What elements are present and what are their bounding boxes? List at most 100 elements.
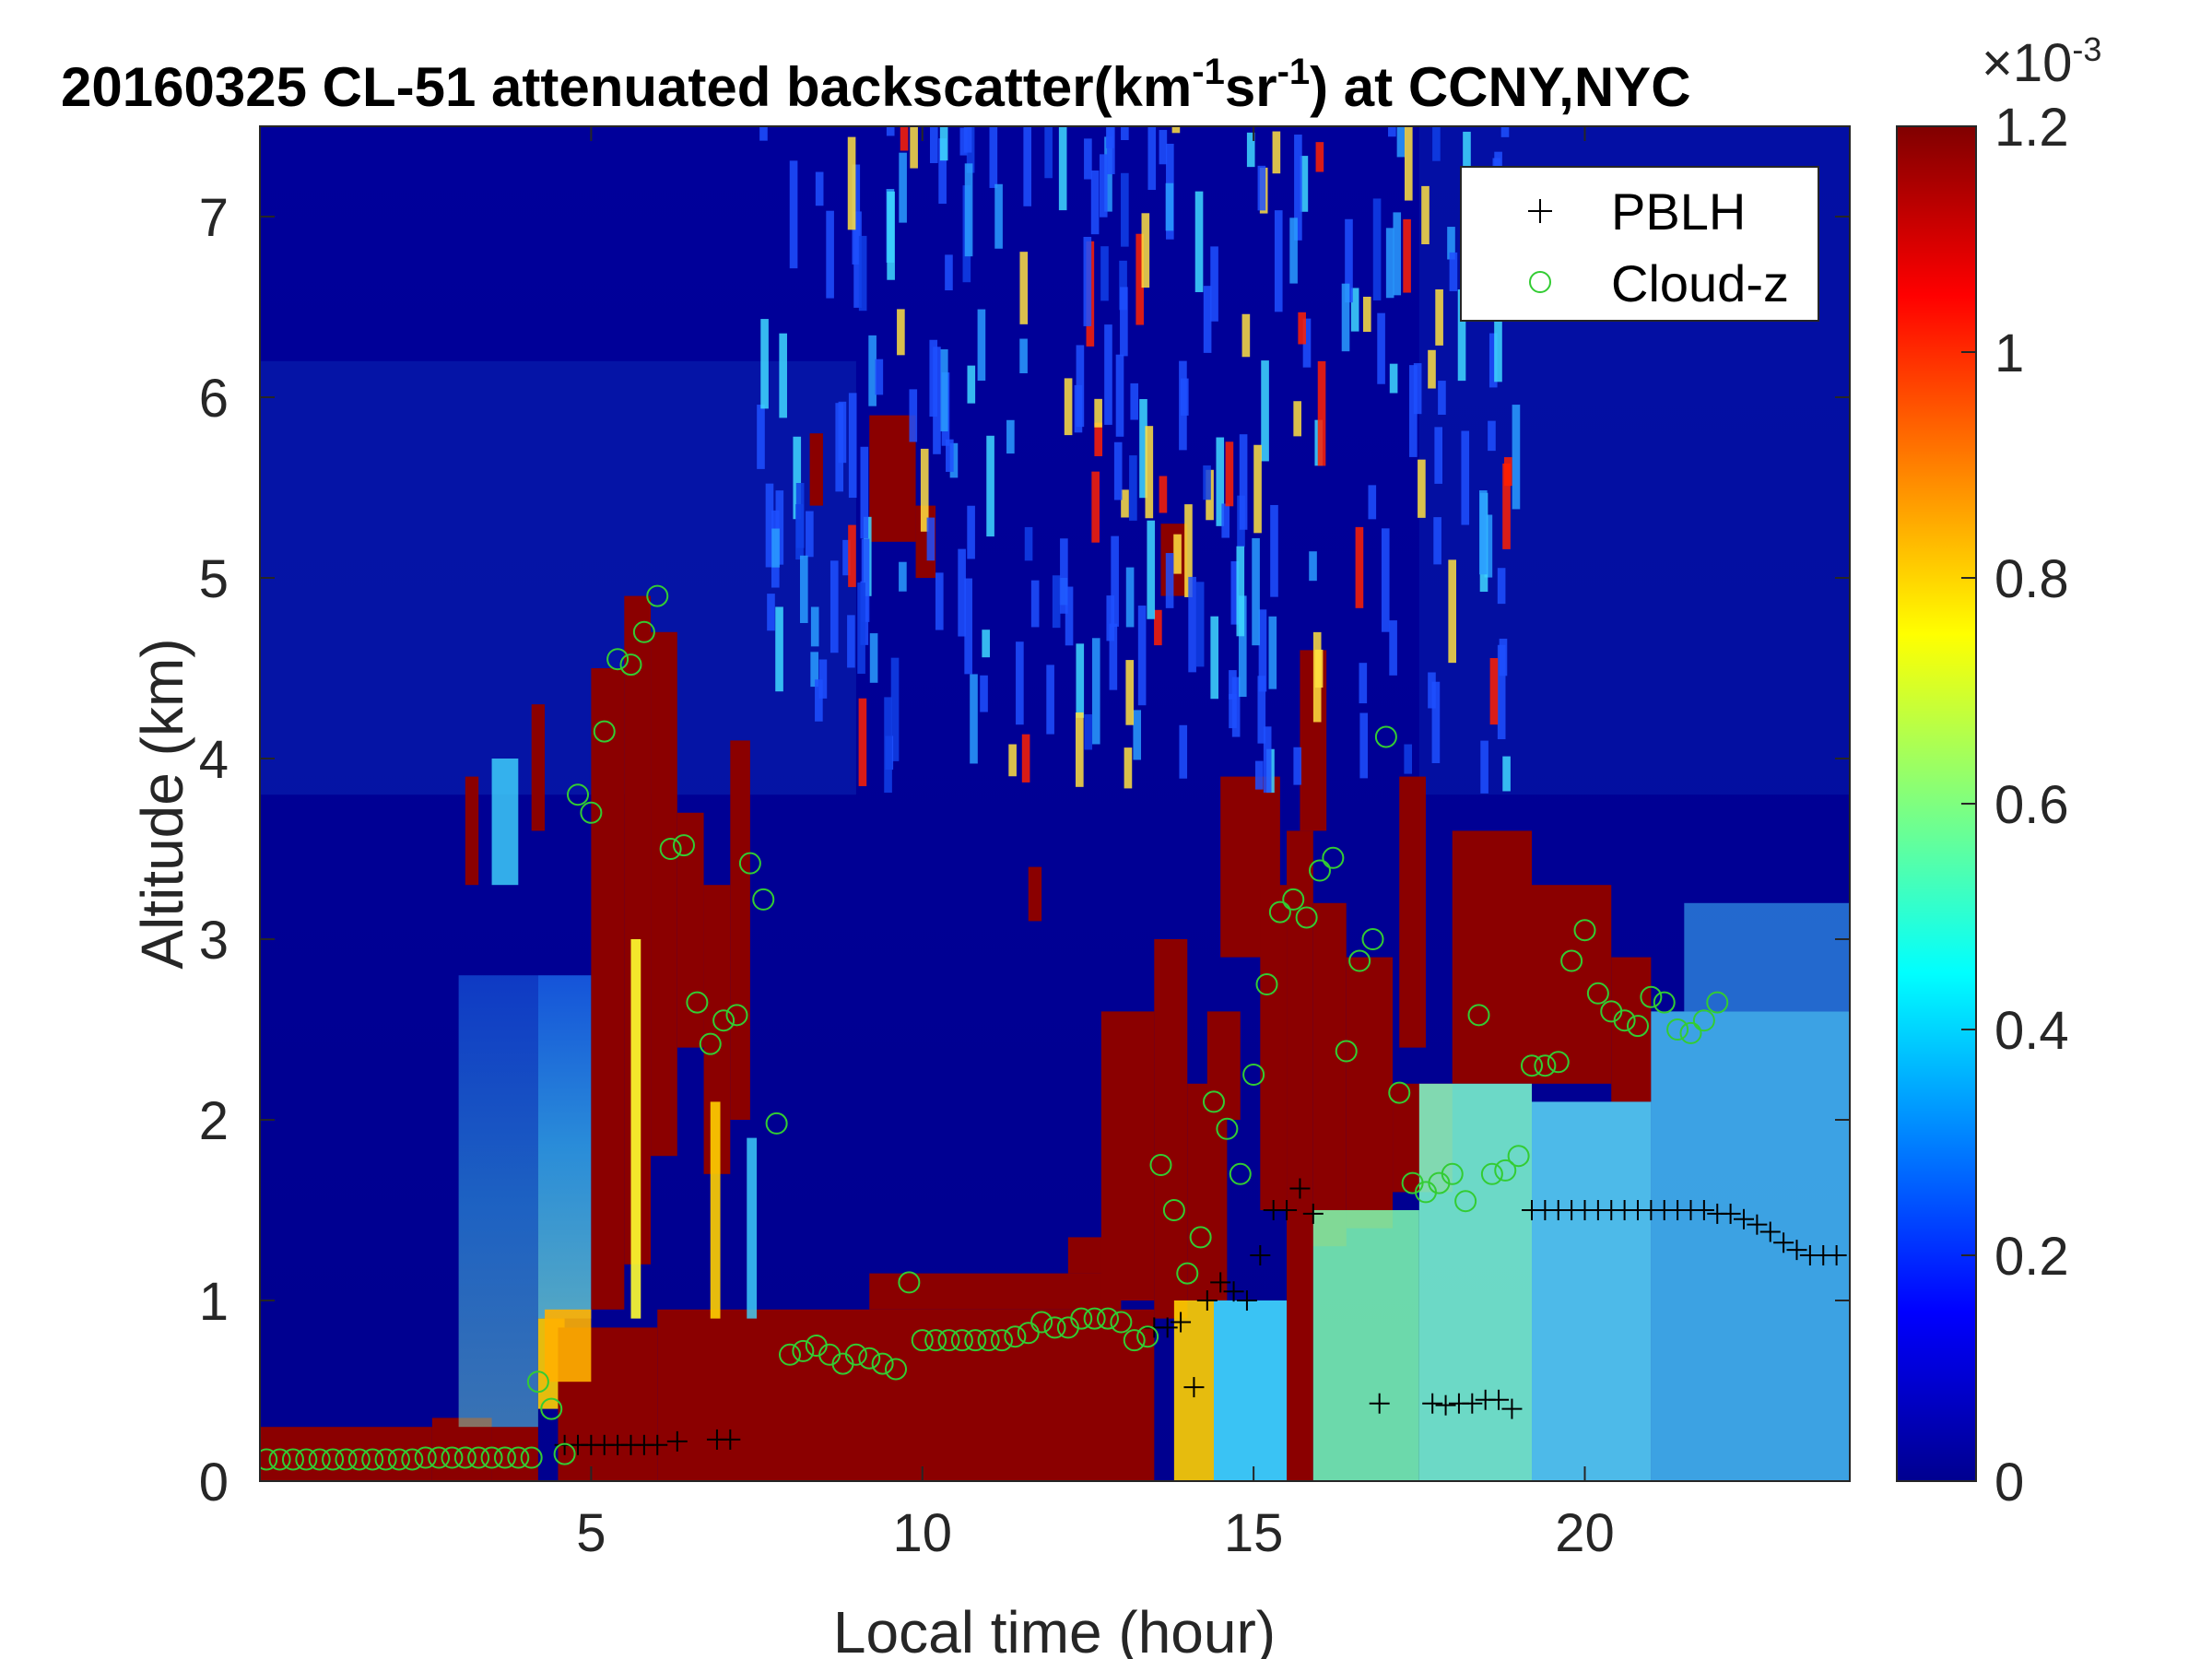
cloud-z-marker — [1640, 985, 1663, 1008]
cloud-z-marker — [1507, 1145, 1530, 1168]
pblh-marker — [1693, 1200, 1714, 1220]
x-axis: 5 10 15 20 — [576, 126, 1615, 1563]
noise-speck — [1512, 405, 1521, 510]
noise-speck — [1091, 638, 1100, 745]
cloud-z-marker — [911, 1329, 934, 1352]
y-tick-label: 3 — [199, 911, 229, 971]
marker-layer — [260, 584, 1847, 1471]
noise-speck — [1433, 517, 1441, 565]
noise-speck — [767, 594, 775, 631]
noise-speck — [1261, 360, 1269, 462]
noise-speck — [1263, 726, 1272, 793]
noise-speck — [1111, 535, 1119, 627]
pblh-marker — [1462, 1393, 1483, 1414]
colorbar-tick-label: 0.8 — [1994, 549, 2069, 609]
cloud-patch — [531, 704, 546, 831]
noise-speck — [1094, 422, 1103, 456]
cloud-z-marker — [347, 1448, 371, 1471]
noise-speck — [1058, 126, 1067, 211]
noise-speck — [1393, 212, 1402, 296]
noise-speck — [1046, 665, 1054, 735]
noise-speck — [1448, 559, 1456, 664]
noise-speck — [1210, 246, 1218, 322]
cloud-column — [730, 740, 750, 1120]
noise-speck — [875, 359, 884, 395]
legend-box — [1460, 166, 1819, 322]
cloud-z-marker — [1679, 1021, 1702, 1044]
noise-speck — [1121, 172, 1129, 247]
noise-speck — [938, 138, 947, 205]
noise-speck — [1253, 444, 1262, 534]
plot-frame — [259, 125, 1851, 1482]
legend: PBLH Cloud-z — [1460, 166, 1819, 322]
noise-speck — [1203, 286, 1212, 353]
noise-speck — [1236, 546, 1245, 637]
y-axis-label: Altitude (km) — [129, 638, 195, 969]
cloud-column — [1260, 885, 1288, 1210]
noise-speck — [886, 126, 895, 136]
pblh-marker — [1223, 1281, 1244, 1302]
noise-speck — [775, 606, 783, 692]
noise-speck — [1385, 228, 1394, 299]
colorbar-tick-label: 0.6 — [1994, 775, 2069, 835]
noise-speck — [1229, 693, 1237, 729]
noise-speck — [939, 348, 948, 432]
noise-speck — [1500, 126, 1510, 137]
noise-speck — [1159, 476, 1168, 513]
noise-speck — [1159, 129, 1168, 165]
cloud-z-marker — [401, 1448, 424, 1471]
noise-speck — [1502, 756, 1511, 792]
noise-speck — [810, 652, 818, 688]
noise-speck — [1268, 616, 1277, 689]
noise-speck — [1147, 520, 1156, 619]
cloud-z-marker — [1586, 982, 1609, 1005]
noise-speck — [860, 446, 869, 539]
noise-speck — [1194, 191, 1204, 292]
noise-speck — [1100, 246, 1109, 301]
noise-speck — [1216, 437, 1225, 526]
cloud-z-marker — [699, 1032, 722, 1055]
noise-speck — [1107, 126, 1115, 175]
cloud-z-marker — [1136, 1325, 1159, 1348]
noise-speck — [1428, 349, 1436, 389]
noise-speck — [1396, 126, 1406, 158]
noise-speck — [853, 211, 862, 308]
pblh-marker — [1289, 1178, 1311, 1199]
noise-speck — [1293, 401, 1301, 437]
noise-speck — [1129, 455, 1137, 521]
legend-marker-cloud-z — [1529, 271, 1551, 293]
cloud-z-marker — [991, 1329, 1013, 1352]
noise-speck — [1113, 441, 1123, 500]
noise-speck — [1461, 430, 1470, 525]
cloud-z-marker — [1203, 1090, 1225, 1113]
noise-speck — [1099, 154, 1108, 218]
pblh-marker — [1236, 1290, 1257, 1311]
noise-speck — [1006, 419, 1015, 454]
noise-speck — [1019, 338, 1028, 373]
cloud-column — [1154, 939, 1188, 1319]
pblh-marker — [1759, 1221, 1781, 1242]
mixed-layer-aerosol — [1418, 1083, 1532, 1481]
noise-speck — [1225, 441, 1234, 507]
cloud-z-marker — [1097, 1307, 1119, 1330]
noise-speck — [1359, 663, 1368, 704]
noise-speck — [760, 319, 769, 409]
noise-speck — [1084, 138, 1092, 180]
noise-speck — [1121, 489, 1129, 518]
cloud-z-marker — [924, 1329, 947, 1352]
noise-speck — [1130, 382, 1139, 420]
cloud-column — [1312, 902, 1347, 1247]
cloud-z-marker — [712, 1009, 735, 1032]
noise-speck — [1409, 365, 1418, 457]
cloud-z-marker — [1176, 1262, 1199, 1285]
noise-speck — [1141, 213, 1150, 288]
cloud-z-marker — [1123, 1329, 1146, 1352]
heatmap-plot-area — [259, 125, 1851, 1482]
colorbar-ticks: 0 0.2 0.4 0.6 0.8 1 1.2 — [1961, 98, 2069, 1512]
noise-speck — [1060, 538, 1068, 614]
noise-speck — [1377, 312, 1385, 384]
noise-speck — [1165, 182, 1174, 231]
cloud-patch — [809, 433, 823, 506]
cloud-z-marker — [295, 1448, 318, 1471]
pblh-marker — [1196, 1290, 1218, 1311]
